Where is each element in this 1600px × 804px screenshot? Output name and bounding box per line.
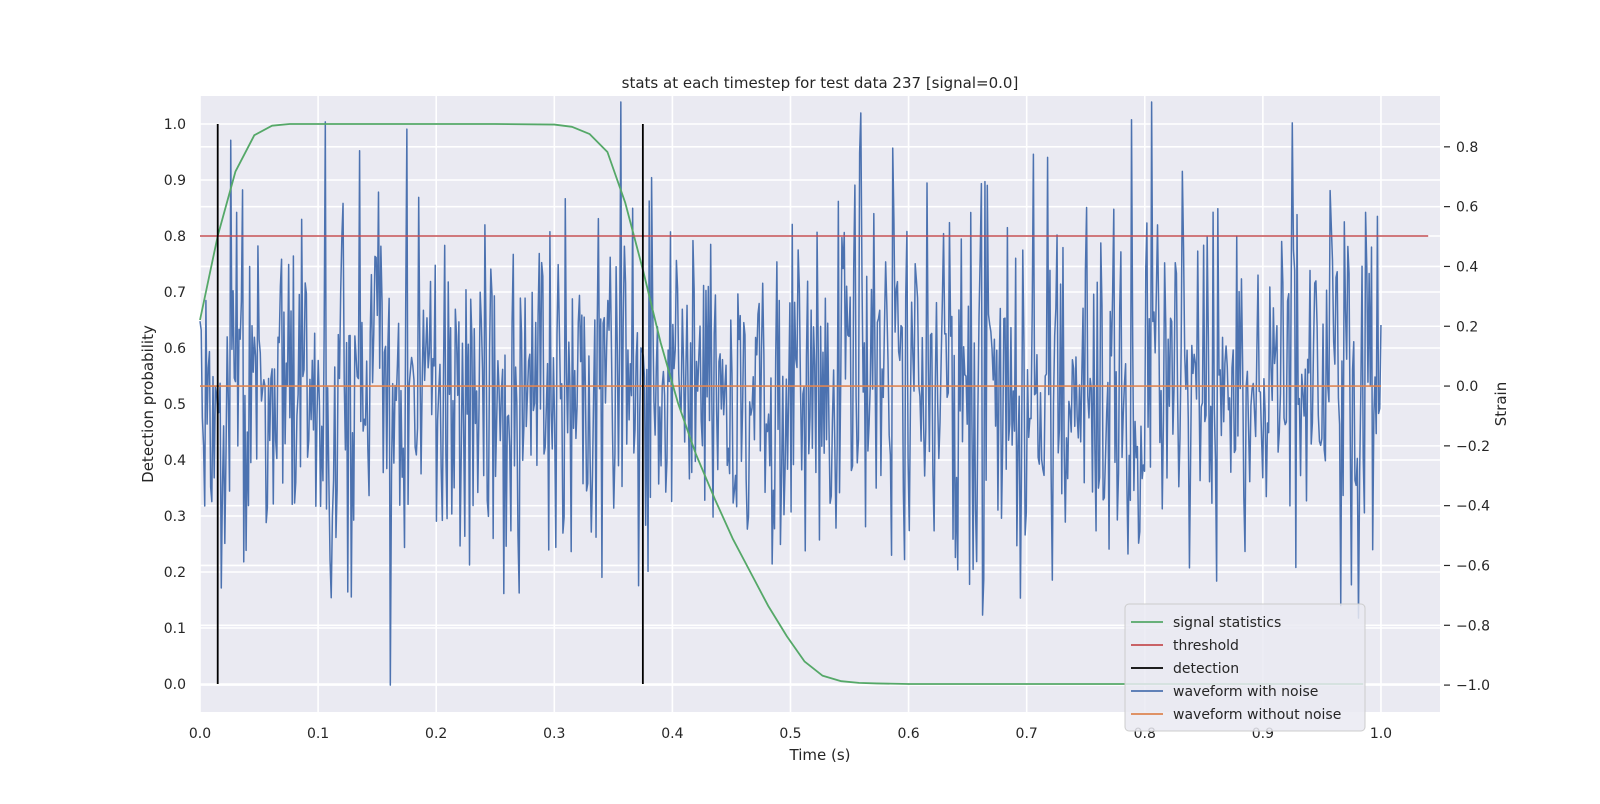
x-tick-label: 0.1 — [307, 726, 329, 742]
y-tick-label-right: 0.2 — [1456, 319, 1478, 335]
x-ticks: 0.0 0.1 0.2 0.3 0.4 0.5 0.6 0.7 0.8 0.9 1.0 — [189, 726, 1392, 742]
y-axis-label-right: Strain — [1492, 382, 1510, 426]
legend: signal statistics threshold detection wavef… — [1124, 603, 1366, 732]
y-tick-label-left: 0.3 — [164, 509, 186, 525]
x-tick-label: 1.0 — [1370, 726, 1392, 742]
y-tick-label-left: 1.0 — [164, 117, 186, 133]
y-tick-label-left: 0.0 — [164, 677, 186, 693]
y-tick-label-left: 0.9 — [164, 173, 186, 189]
y-ticks-right: −1.0 −0.8 −0.6 −0.4 −0.2 0.0 0.2 0.4 0.6 0.8 — [1444, 140, 1490, 694]
y-tick-label-right: 0.4 — [1456, 259, 1478, 275]
legend-box — [1124, 603, 1366, 732]
legend-label: detection — [1173, 661, 1239, 677]
y-tick-label-right: −0.4 — [1456, 499, 1490, 515]
chart-title: stats at each timestep for test data 237… — [622, 74, 1019, 92]
y-tick-label-left: 0.7 — [164, 285, 186, 301]
legend-label: waveform with noise — [1173, 684, 1318, 700]
y-tick-label-right: 0.0 — [1456, 379, 1478, 395]
y-tick-label-right: 0.8 — [1456, 140, 1478, 156]
y-tick-label-right: −1.0 — [1456, 678, 1490, 694]
y-tick-label-left: 0.2 — [164, 565, 186, 581]
y-axis-label-left: Detection probability — [139, 325, 157, 483]
y-tick-label-right: −0.6 — [1456, 558, 1490, 574]
x-tick-label: 0.3 — [543, 726, 565, 742]
x-tick-label: 0.4 — [661, 726, 683, 742]
y-tick-label-left: 0.6 — [164, 341, 186, 357]
y-tick-label-right: −0.2 — [1456, 439, 1490, 455]
legend-label: signal statistics — [1173, 615, 1281, 631]
y-tick-label-left: 0.5 — [164, 397, 186, 413]
x-tick-label: 0.7 — [1016, 726, 1038, 742]
series-waveform-with-noise — [199, 101, 1382, 686]
y-tick-label-left: 0.4 — [164, 453, 186, 469]
y-ticks-left: 0.0 0.1 0.2 0.3 0.4 0.5 0.6 0.7 0.8 0.9 1.0 — [164, 117, 186, 693]
series-layer — [199, 101, 1429, 686]
y-tick-label-right: 0.6 — [1456, 200, 1478, 216]
x-tick-label: 0.5 — [779, 726, 801, 742]
x-tick-label: 0.2 — [425, 726, 447, 742]
x-tick-label: 0.0 — [189, 726, 211, 742]
y-tick-label-left: 0.1 — [164, 621, 186, 637]
series-signal-statistics — [199, 123, 1364, 685]
legend-label: threshold — [1173, 638, 1239, 654]
y-tick-label-left: 0.8 — [164, 229, 186, 245]
x-axis-label: Time (s) — [789, 746, 851, 764]
x-tick-label: 0.6 — [897, 726, 919, 742]
legend-label: waveform without noise — [1173, 707, 1341, 723]
y-tick-label-right: −0.8 — [1456, 618, 1490, 634]
